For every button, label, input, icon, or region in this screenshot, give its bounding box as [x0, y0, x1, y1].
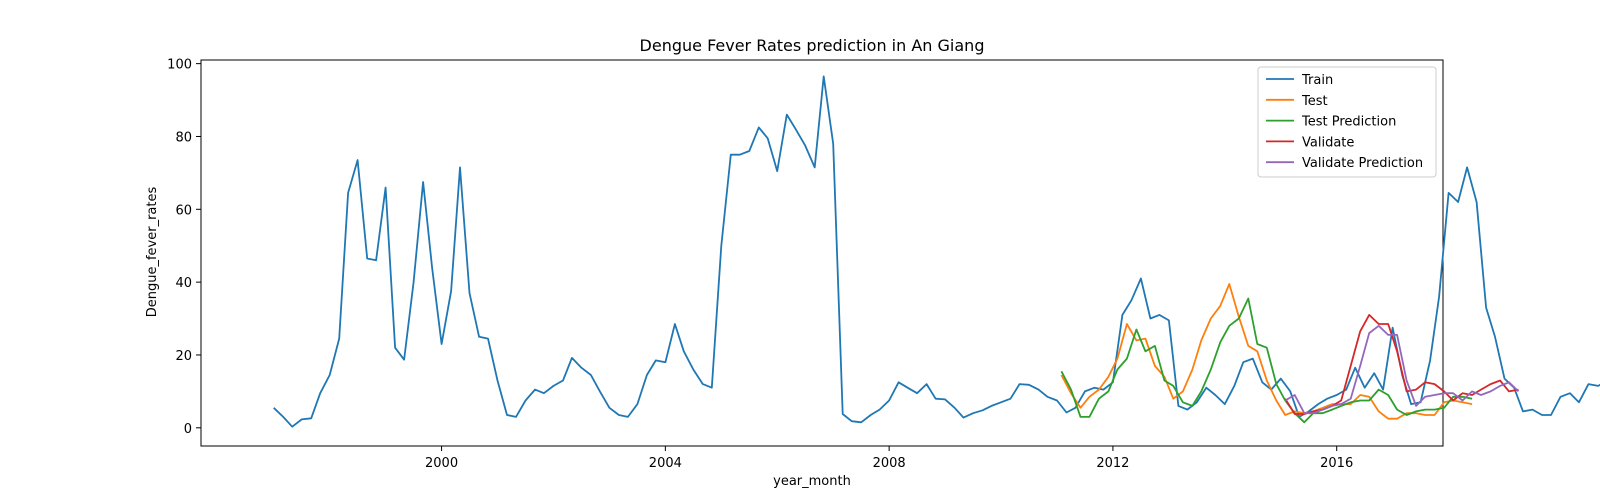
x-axis-label: year_month: [773, 474, 851, 489]
plot-area: [200, 59, 1600, 447]
series-line-validate-prediction: [1284, 324, 1520, 415]
series-line-train: [273, 75, 1600, 428]
x-axis: 2000 2004 2008 2012 2016: [425, 446, 1353, 471]
y-tick-label: 20: [175, 349, 192, 364]
y-axis-label: Dengue_fever_rates: [145, 187, 160, 318]
y-tick-label: 0: [184, 422, 192, 437]
legend: Train Test Test Prediction Validate Validate…: [1257, 66, 1437, 178]
plot-frame: [200, 59, 1444, 447]
x-tick-label: 2000: [425, 456, 458, 471]
x-tick-label: 2008: [873, 456, 906, 471]
x-tick-label: 2012: [1096, 456, 1129, 471]
x-tick-label: 2004: [649, 456, 682, 471]
legend-label-test-prediction: Test Prediction: [1301, 115, 1396, 130]
legend-label-test: Test: [1301, 94, 1328, 109]
legend-box: [1257, 66, 1437, 178]
legend-label-train: Train: [1301, 73, 1333, 88]
y-tick-label: 100: [167, 58, 192, 73]
y-axis: 0 20 40 60 80 100: [167, 58, 201, 437]
series-line-test-prediction: [1060, 297, 1473, 424]
legend-label-validate-prediction: Validate Prediction: [1302, 156, 1423, 171]
chart-title: Dengue Fever Rates prediction in An Gian…: [640, 36, 985, 55]
y-tick-label: 40: [175, 276, 192, 291]
legend-label-validate: Validate: [1302, 135, 1354, 150]
series-line-validate: [1284, 313, 1519, 415]
series-line-test: [1060, 283, 1473, 420]
x-tick-label: 2016: [1320, 456, 1353, 471]
y-tick-label: 80: [175, 130, 192, 145]
y-tick-label: 60: [175, 203, 192, 218]
